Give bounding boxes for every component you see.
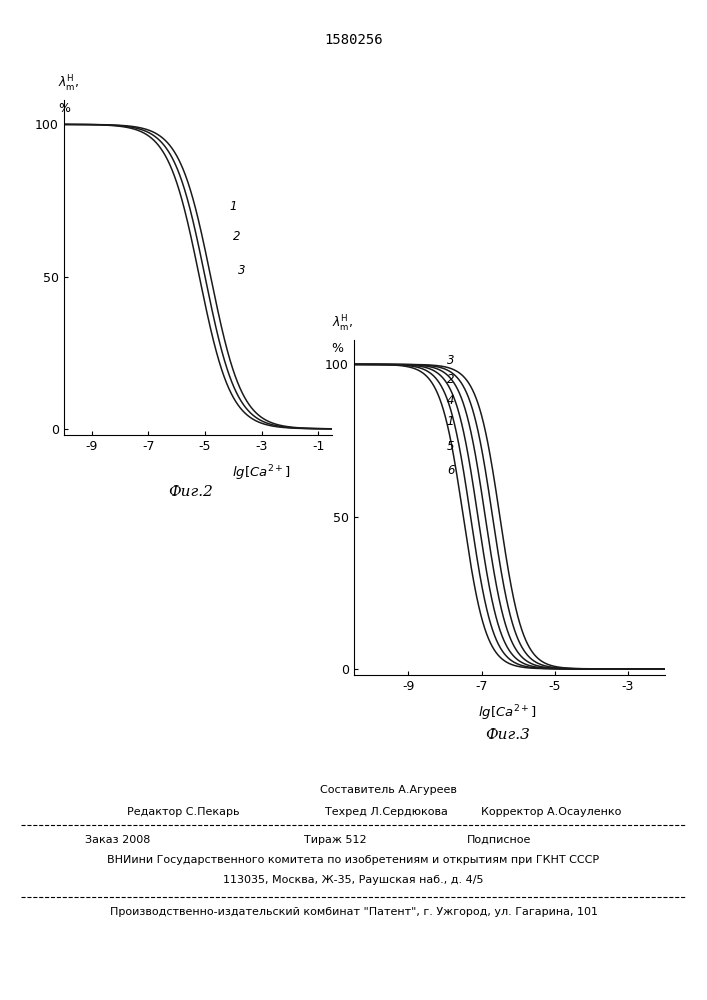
Text: 1: 1 — [229, 200, 237, 213]
Text: 3: 3 — [447, 354, 455, 367]
Text: Корректор А.Осауленко: Корректор А.Осауленко — [481, 807, 621, 817]
Text: Техред Л.Сердюкова: Техред Л.Сердюкова — [325, 807, 448, 817]
Text: 2: 2 — [447, 373, 455, 386]
Text: 113035, Москва, Ж-35, Раушская наб., д. 4/5: 113035, Москва, Ж-35, Раушская наб., д. … — [223, 875, 484, 885]
Text: $lg[Ca^{2+}]$: $lg[Ca^{2+}]$ — [232, 464, 291, 483]
Text: Составитель А.Агуреев: Составитель А.Агуреев — [320, 785, 457, 795]
Text: 4: 4 — [447, 394, 455, 407]
Text: 6: 6 — [447, 464, 455, 477]
Text: $lg[Ca^{2+}]$: $lg[Ca^{2+}]$ — [478, 704, 537, 723]
Text: Фиг.2: Фиг.2 — [168, 485, 214, 499]
Text: Фиг.3: Фиг.3 — [485, 728, 530, 742]
Text: Тираж 512: Тираж 512 — [304, 835, 367, 845]
Text: 1580256: 1580256 — [325, 33, 382, 47]
Text: $\lambda^{\rm H}_{\rm m},$: $\lambda^{\rm H}_{\rm m},$ — [58, 74, 80, 94]
Text: Редактор С.Пекарь: Редактор С.Пекарь — [127, 807, 240, 817]
Text: Подписное: Подписное — [467, 835, 531, 845]
Text: ВНИини Государственного комитета по изобретениям и открытиям при ГКНТ СССР: ВНИини Государственного комитета по изоб… — [107, 855, 600, 865]
Text: 2: 2 — [233, 230, 241, 243]
Text: $\lambda^{\rm H}_{\rm m},$: $\lambda^{\rm H}_{\rm m},$ — [332, 314, 353, 334]
Text: Производственно-издательский комбинат "Патент", г. Ужгород, ул. Гагарина, 101: Производственно-издательский комбинат "П… — [110, 907, 597, 917]
Text: %: % — [58, 102, 70, 115]
Text: 1: 1 — [447, 415, 455, 428]
Text: Заказ 2008: Заказ 2008 — [85, 835, 150, 845]
Text: 5: 5 — [447, 440, 455, 453]
Text: 3: 3 — [238, 264, 245, 277]
Text: %: % — [332, 342, 344, 355]
